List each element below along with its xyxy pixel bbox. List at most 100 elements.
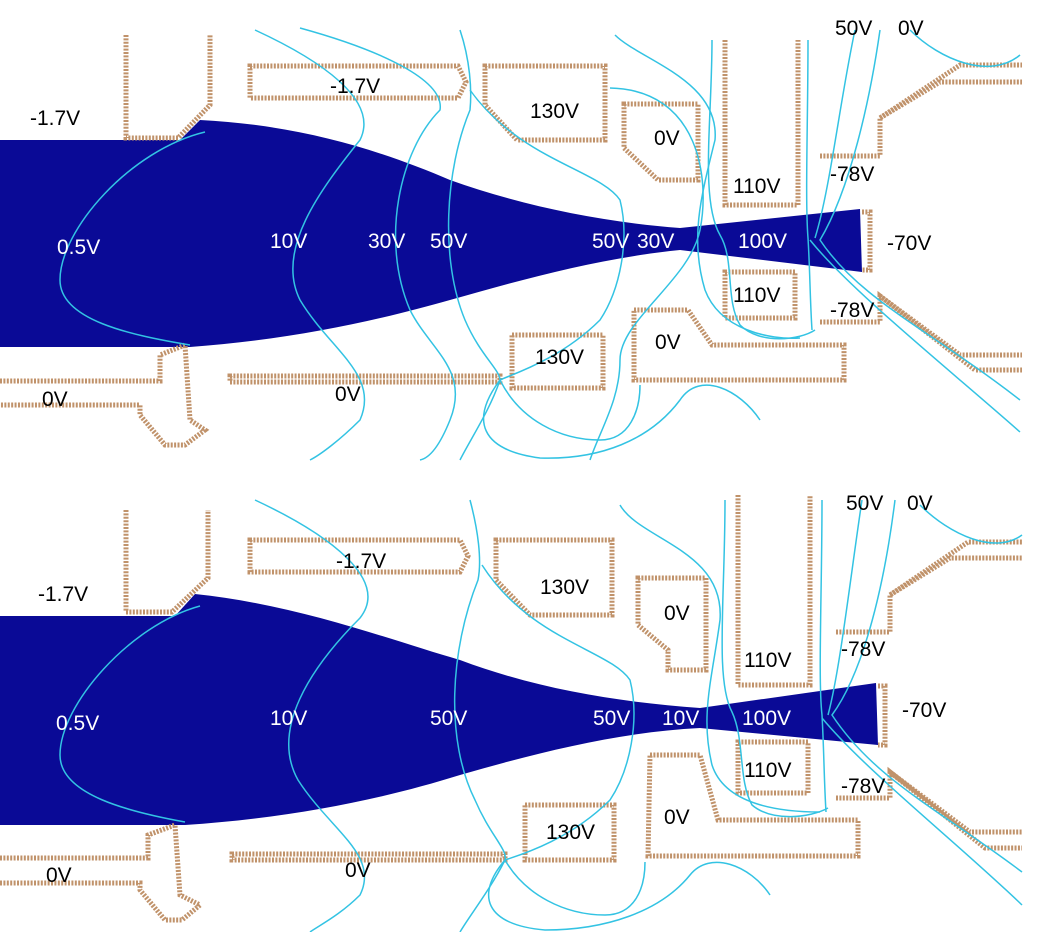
label-right-bottom: -78V <box>841 775 885 798</box>
equipotential-50v <box>447 29 501 461</box>
label-right-top: -78V <box>841 638 885 661</box>
lens3-top-electrode <box>635 575 709 673</box>
equipotential-right-2 <box>827 499 863 716</box>
label-lens3-top: 0V <box>654 127 680 150</box>
label-eq-0.5v: 0.5V <box>57 236 100 259</box>
label-eq-30v-b: 30V <box>637 230 674 253</box>
electrode-right-outer-top <box>878 62 1022 121</box>
label-lens3-bottom: 0V <box>655 331 681 354</box>
entrance-electrode-bottom <box>0 821 205 923</box>
label-entrance-top: -1.7V <box>38 583 88 606</box>
equipotential-10v <box>254 499 369 932</box>
voltage-labels: -1.7V -1.7V 130V 0V 110V -78V -70V 50V 0… <box>30 17 931 411</box>
label-plate-bottom: 0V <box>345 859 371 882</box>
equipotential-100v <box>707 39 816 340</box>
electrode-110-bottom <box>735 739 811 796</box>
panel-bottom: -1.7V -1.7V 130V 0V 110V -78V -70V 50V 0… <box>0 492 1023 932</box>
label-lens1-top: -1.7V <box>336 550 386 573</box>
electrode-right-top <box>820 79 1022 159</box>
equipotential-0.5v <box>59 131 206 346</box>
lens2-bottom-electrode <box>522 802 617 863</box>
equipotential-right-4 <box>909 29 1021 68</box>
label-electrode-110-bottom: 110V <box>744 759 792 782</box>
lens2-top-electrode <box>482 63 608 143</box>
label-lens2-top: 130V <box>530 100 579 123</box>
electrode-110-top <box>735 495 813 688</box>
equipotential-50v-b <box>469 89 625 381</box>
electrode-110-top <box>722 40 801 208</box>
electrodes <box>0 495 1022 923</box>
equipotential-50v-b <box>481 564 635 861</box>
equipotential-right-1 <box>819 499 827 813</box>
label-eq-50v: 50V <box>430 230 467 253</box>
entrance-electrode-top <box>123 35 213 141</box>
equipotential-right-5 <box>821 717 1023 906</box>
equipotential-right-3 <box>831 499 1023 873</box>
label-top-50v: 50V <box>835 17 872 40</box>
equipotential-lines <box>59 27 1021 461</box>
equipotential-right-5 <box>809 239 1021 433</box>
electrode-right-outer-bottom <box>888 770 1022 835</box>
entrance-electrode-top <box>123 510 211 615</box>
equipotential-bottom-1 <box>504 859 646 916</box>
label-eq-0.5v: 0.5V <box>56 712 99 735</box>
label-top-0v: 0V <box>898 17 924 40</box>
entrance-electrode-bottom <box>0 341 210 448</box>
label-far-right: -70V <box>902 699 946 722</box>
panel-top: -1.7V -1.7V 130V 0V 110V -78V -70V 50V 0… <box>0 17 1022 461</box>
electrode-far-right <box>878 683 888 748</box>
equipotential-bottom-2 <box>487 859 771 931</box>
equipotential-100v <box>721 499 829 818</box>
ion-beam <box>0 120 862 347</box>
label-eq-50v-b: 50V <box>593 707 630 730</box>
label-lens2-top: 130V <box>540 576 589 599</box>
label-lens2-bottom: 130V <box>535 346 584 369</box>
equipotential-right-2 <box>814 29 856 239</box>
label-eq-10v: 10V <box>270 230 307 253</box>
lens3-top-electrode <box>621 101 701 183</box>
lens2-top-electrode <box>493 537 615 618</box>
equipotential-0.5v <box>59 605 201 823</box>
label-top-0v: 0V <box>907 492 933 515</box>
voltage-labels: -1.7V -1.7V 130V 0V 110V -78V -70V 50V 0… <box>38 492 946 887</box>
label-eq-100v: 100V <box>738 230 787 253</box>
equipotential-bottom-2 <box>482 379 761 459</box>
label-plate-bottom: 0V <box>335 383 361 406</box>
label-right-top: -78V <box>830 163 874 186</box>
equipotential-30v-b <box>589 87 704 461</box>
label-entrance-top: -1.7V <box>30 107 80 130</box>
label-right-bottom: -78V <box>830 299 874 322</box>
label-lens1-top: -1.7V <box>330 75 380 98</box>
label-eq-30v: 30V <box>368 230 405 253</box>
label-lens3-top: 0V <box>664 602 690 625</box>
electrode-right-top <box>836 555 1022 635</box>
lens3-bottom-electrode <box>645 752 861 859</box>
label-electrode-110-bottom: 110V <box>733 284 781 307</box>
equipotential-right-3 <box>819 29 1021 401</box>
label-eq-50v: 50V <box>430 707 467 730</box>
equipotential-right-4 <box>919 504 1023 544</box>
label-eq-10v-b: 10V <box>662 707 699 730</box>
equipotential-30v <box>299 27 457 461</box>
equipotential-lines <box>59 499 1023 932</box>
label-lens2-bottom: 130V <box>546 821 595 844</box>
label-eq-10v: 10V <box>270 707 307 730</box>
electrode-110-bottom <box>722 269 798 321</box>
equipotential-right-1 <box>805 39 813 331</box>
label-entrance-bottom: 0V <box>42 388 68 411</box>
equipotential-50v <box>453 499 507 932</box>
lens1-bottom-plate <box>227 373 503 385</box>
label-electrode-110-top: 110V <box>733 175 781 198</box>
equipotential-10v <box>254 29 366 461</box>
label-electrode-110-top: 110V <box>744 649 792 672</box>
lens2-bottom-electrode <box>509 332 606 391</box>
electrode-far-right <box>862 209 873 273</box>
label-top-50v: 50V <box>846 492 883 515</box>
label-lens3-bottom: 0V <box>664 806 690 829</box>
lens1-top-electrode <box>247 63 469 101</box>
ion-beam <box>0 594 878 825</box>
equipotential-bottom-1 <box>499 379 641 441</box>
electrode-right-outer-bottom <box>878 293 1022 358</box>
